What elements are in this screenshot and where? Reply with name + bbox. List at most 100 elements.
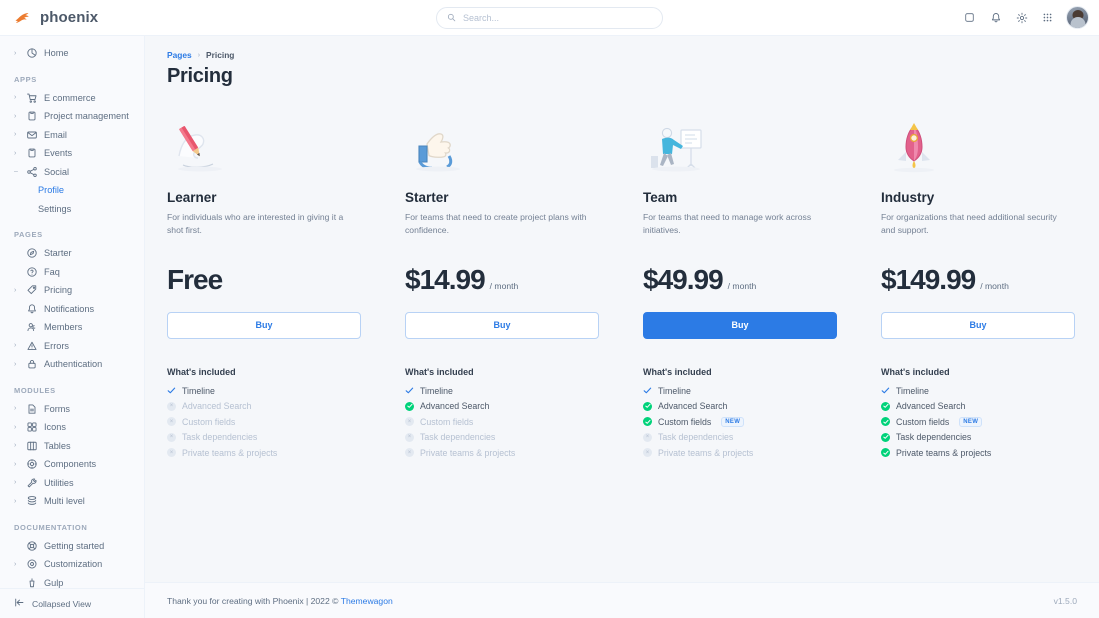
- chevron-right-icon: ›: [14, 460, 17, 468]
- collapsed-view-label: Collapsed View: [32, 598, 92, 609]
- lifebuoy-icon: [26, 540, 38, 552]
- check-circle-filled-icon: [881, 417, 890, 427]
- chevron-right-icon: ›: [14, 286, 17, 294]
- sidebar-item-getting-started[interactable]: Getting started: [0, 537, 144, 556]
- plan-price-row: $14.99/ month: [405, 264, 599, 298]
- sidebar-item-forms[interactable]: › Forms: [0, 400, 144, 419]
- sidebar-item-label: Starter: [44, 248, 72, 259]
- collapsed-view-toggle[interactable]: Collapsed View: [0, 588, 144, 618]
- apps-grid-icon[interactable]: [1040, 10, 1055, 25]
- sidebar-item-events[interactable]: › Events: [0, 144, 144, 163]
- sidebar-item-components[interactable]: › Components: [0, 455, 144, 474]
- sidebar-item-label: Forms: [44, 403, 71, 414]
- plan-price: Free: [167, 263, 223, 295]
- sidebar-item-email[interactable]: › Email: [0, 126, 144, 145]
- question-circle-icon: [26, 266, 38, 278]
- chevron-right-icon: ›: [14, 94, 17, 102]
- sidebar-item-label: Customization: [44, 559, 103, 570]
- caret-expanded-icon: –: [14, 168, 18, 176]
- sidebar-item-utilities[interactable]: › Utilities: [0, 474, 144, 493]
- feature-list: Timeline Advanced Search Custom fields NEW ×…: [643, 386, 837, 458]
- breadcrumb-separator: ›: [197, 51, 201, 59]
- search-box[interactable]: [436, 7, 663, 29]
- feature-label: Task dependencies: [182, 432, 258, 443]
- sidebar-item-faq[interactable]: Faq: [0, 263, 144, 282]
- plan-name: Learner: [167, 190, 217, 205]
- sidebar-item-multi-level[interactable]: › Multi level: [0, 492, 144, 511]
- feature-label: Advanced Search: [896, 401, 966, 412]
- buy-button-starter[interactable]: Buy: [405, 311, 599, 339]
- disabled-cross-icon: ×: [405, 432, 414, 442]
- clipboard-icon: [26, 110, 38, 122]
- feature-list: Timeline × Advanced Search × Custom fields × T…: [167, 386, 361, 458]
- included-title: What's included: [167, 366, 236, 377]
- sidebar-subitem-label: Settings: [38, 203, 72, 214]
- topbar-actions: [962, 6, 1089, 29]
- chevron-right-icon: ›: [14, 497, 17, 505]
- bell-icon[interactable]: [988, 10, 1003, 25]
- sidebar-item-tables[interactable]: › Tables: [0, 437, 144, 456]
- buy-button-team[interactable]: Buy: [643, 311, 837, 339]
- sidebar-item-e-commerce[interactable]: › E commerce: [0, 89, 144, 108]
- check-icon: [881, 386, 890, 395]
- sidebar-subitem-profile[interactable]: Profile: [0, 181, 144, 200]
- search-input[interactable]: [463, 13, 652, 23]
- sidebar-item-icons[interactable]: › Icons: [0, 418, 144, 437]
- feature-item: Timeline: [643, 386, 837, 396]
- sidebar-item-label: Members: [44, 322, 83, 333]
- themewagon-link[interactable]: Themewagon: [340, 595, 393, 606]
- avatar[interactable]: [1066, 6, 1089, 29]
- plan-price: $14.99: [405, 263, 486, 295]
- buy-button-industry[interactable]: Buy: [881, 311, 1075, 339]
- feature-item: × Custom fields: [167, 417, 361, 427]
- included-title: What's included: [643, 366, 712, 377]
- chevron-right-icon: ›: [14, 49, 17, 57]
- chevron-right-icon: ›: [14, 131, 17, 139]
- sidebar-item-label: Errors: [44, 340, 70, 351]
- feature-label: Custom fields: [658, 416, 712, 427]
- table-columns-icon: [26, 440, 38, 452]
- disabled-cross-icon: ×: [643, 448, 652, 458]
- sidebar-item-starter[interactable]: Starter: [0, 244, 144, 263]
- feature-item: × Custom fields: [405, 417, 599, 427]
- plan-price-row: $149.99 / month: [881, 264, 1075, 298]
- sidebar-item-authentication[interactable]: › Authentication: [0, 355, 144, 374]
- feature-item: Timeline: [881, 386, 1075, 396]
- feature-item: Private teams & projects: [881, 448, 1075, 458]
- breadcrumb-parent[interactable]: Pages: [167, 50, 192, 60]
- sidebar-item-home[interactable]: › Home: [0, 44, 144, 63]
- check-circle-filled-icon: [881, 432, 890, 442]
- pencil-drawing-illustration: [167, 112, 361, 174]
- sidebar-item-label: E commerce: [44, 92, 96, 103]
- sidebar-section-modules: MODULES: [14, 385, 56, 395]
- chevron-right-icon: ›: [14, 560, 17, 568]
- feature-item: Timeline: [405, 386, 599, 396]
- buy-button-learner[interactable]: Buy: [167, 311, 361, 339]
- page-footer: Thank you for creating with Phoenix | 20…: [145, 582, 1099, 618]
- feature-label: Custom fields: [420, 416, 474, 427]
- sidebar-item-project-management[interactable]: › Project management: [0, 107, 144, 126]
- feature-item: Advanced Search: [643, 401, 837, 411]
- disabled-cross-icon: ×: [405, 448, 414, 458]
- sidebar-item-social[interactable]: – Social: [0, 163, 144, 182]
- sidebar-item-label: Utilities: [44, 477, 74, 488]
- disabled-cross-icon: ×: [167, 401, 176, 411]
- sidebar-item-notifications[interactable]: Notifications: [0, 300, 144, 319]
- theme-toggle-icon[interactable]: [962, 10, 977, 25]
- sidebar-item-errors[interactable]: › Errors: [0, 337, 144, 356]
- plan-period: / month: [727, 280, 757, 291]
- gear-icon[interactable]: [1014, 10, 1029, 25]
- sidebar-item-members[interactable]: Members: [0, 318, 144, 337]
- sidebar-item-gulp[interactable]: Gulp: [0, 574, 144, 589]
- sidebar-item-pricing[interactable]: › Pricing: [0, 281, 144, 300]
- check-icon: [643, 386, 652, 395]
- sidebar-item-label: Multi level: [44, 496, 85, 507]
- feature-label: Timeline: [182, 385, 215, 396]
- brand-logo[interactable]: phoenix: [0, 8, 145, 28]
- sidebar-item-customization[interactable]: › Customization: [0, 555, 144, 574]
- feature-label: Task dependencies: [420, 432, 496, 443]
- plan-description: For individuals who are interested in gi…: [167, 212, 344, 236]
- sidebar-item-label: Gulp: [44, 577, 64, 588]
- sidebar-subitem-settings[interactable]: Settings: [0, 200, 144, 219]
